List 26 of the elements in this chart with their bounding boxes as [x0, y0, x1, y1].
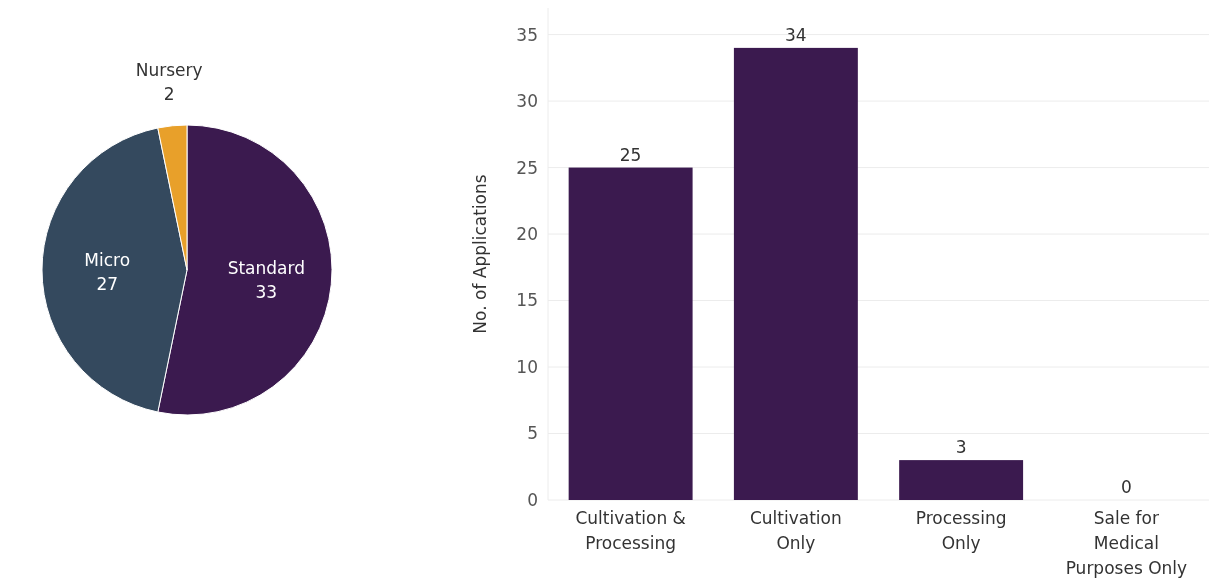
y-tick-label: 35: [516, 24, 538, 45]
slice-label: Micro: [84, 250, 131, 270]
slice-label: Standard: [227, 258, 306, 279]
x-tick-label: Sale for Medical Purposes Only: [1065, 508, 1188, 578]
x-tick-label: Cultivation & Processing: [575, 508, 686, 553]
x-tick-label: Processing Only: [915, 508, 1007, 553]
data-label: 33: [255, 282, 278, 303]
x-tick-label: Cultivation Only: [749, 508, 842, 553]
data-label: 0: [1120, 477, 1132, 497]
data-label: 27: [96, 274, 119, 294]
slice-label: Nursery: [135, 60, 203, 81]
data-label: 2: [163, 84, 175, 105]
y-tick-label: 15: [516, 290, 538, 311]
data-label: 34: [785, 24, 807, 45]
y-tick-label: 20: [516, 224, 538, 244]
y-tick-label: 30: [516, 91, 538, 112]
y-tick-label: 0: [527, 489, 538, 510]
bar: [568, 167, 693, 500]
bar: [733, 47, 858, 500]
data-label: 3: [955, 437, 967, 458]
y-axis-title: No. of Applications: [470, 174, 490, 334]
data-label: 25: [619, 144, 642, 165]
y-tick-label: 5: [527, 423, 538, 444]
bar: [899, 460, 1024, 500]
y-tick-label: 25: [516, 157, 538, 178]
y-tick-label: 10: [516, 356, 538, 377]
